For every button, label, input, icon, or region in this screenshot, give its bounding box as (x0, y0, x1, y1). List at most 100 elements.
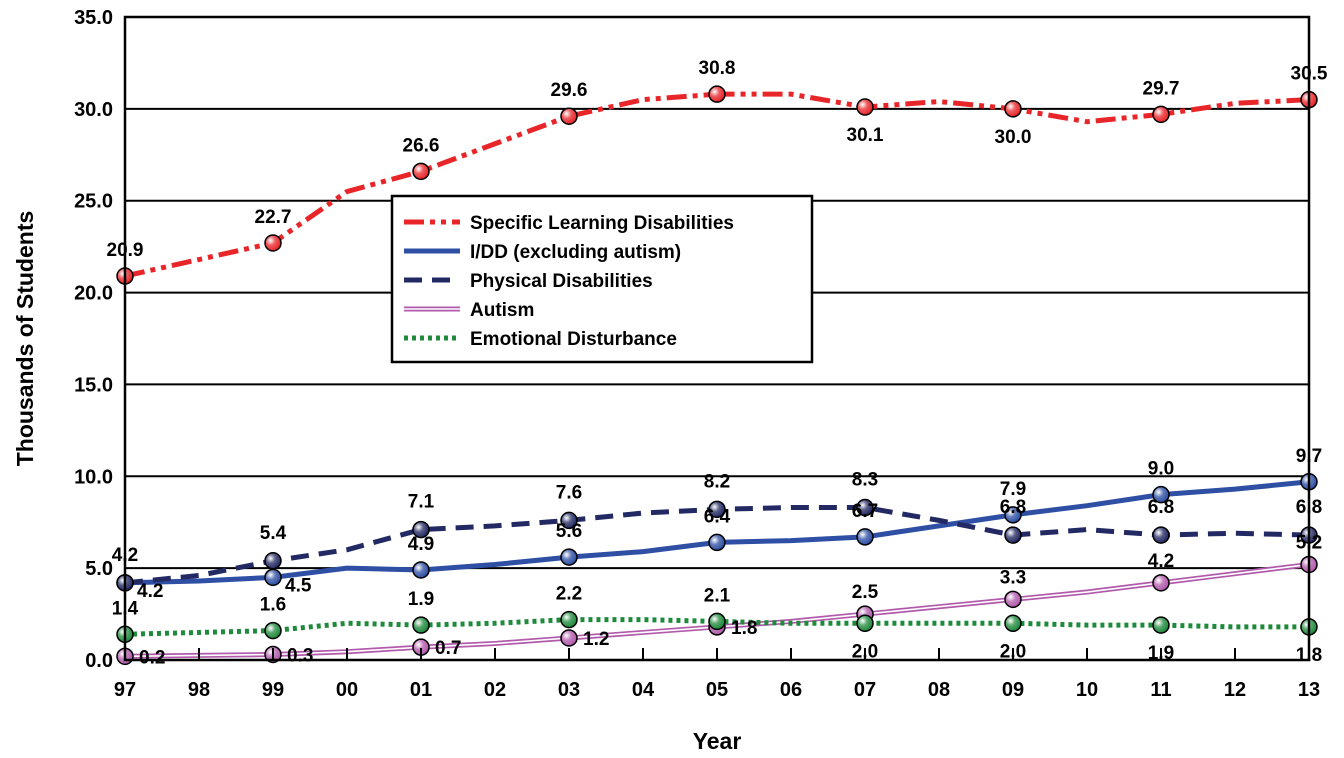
data-point (264, 234, 282, 252)
x-tick-label: 08 (928, 679, 950, 701)
x-tick-label: 97 (114, 679, 136, 701)
data-point (708, 85, 726, 103)
data-point (412, 616, 430, 634)
data-label: 1.2 (583, 629, 609, 650)
data-label: 7.9 (1000, 479, 1026, 500)
data-point (1152, 105, 1170, 124)
data-point (412, 561, 430, 579)
data-label: 8.3 (852, 470, 878, 491)
x-tick-label: 00 (336, 679, 358, 701)
data-point (1152, 616, 1170, 634)
data-label: 7.6 (556, 482, 582, 503)
data-point (412, 520, 430, 539)
data-point (708, 500, 726, 519)
data-point (264, 568, 282, 587)
data-label: 6.8 (1148, 497, 1174, 518)
data-label: 26.6 (403, 135, 440, 156)
data-label: 29.6 (551, 80, 588, 101)
data-label: 5.6 (556, 521, 582, 542)
data-point (1152, 526, 1170, 544)
data-point (856, 498, 874, 517)
data-label: 4.9 (408, 534, 434, 555)
data-label: 5.4 (260, 523, 287, 544)
data-label: 0.2 (139, 647, 165, 668)
x-tick-label: 12 (1224, 679, 1246, 701)
x-tick-label: 07 (854, 679, 876, 701)
data-label: 9.0 (1148, 459, 1174, 480)
x-tick-label: 09 (1002, 679, 1024, 701)
y-tick-label: 15.0 (74, 374, 113, 396)
x-tick-label: 98 (188, 679, 210, 701)
legend-entry: Emotional Disturbance (470, 329, 677, 350)
data-labels: 20.922.726.629.630.830.1 30.029.730.54.2 4… (107, 58, 1328, 668)
y-tick-label: 25.0 (74, 191, 113, 213)
x-tick-label: 04 (632, 679, 655, 701)
data-label: 1.8 (731, 618, 757, 639)
x-tick-label: 01 (410, 679, 432, 701)
data-label: 4.2 (137, 581, 163, 602)
y-tick-label: 35.0 (74, 7, 113, 29)
data-point (1004, 506, 1022, 524)
x-tick-label: 10 (1076, 679, 1098, 701)
data-label: 30.0 (995, 127, 1032, 148)
data-label: 2.2 (556, 584, 582, 605)
data-point (1152, 485, 1170, 504)
data-point (264, 552, 282, 570)
data-point (560, 610, 578, 629)
x-tick-label: 05 (706, 679, 728, 701)
data-point (560, 629, 578, 647)
x-tick-label: 03 (558, 679, 580, 701)
data-point (708, 612, 726, 631)
data-label: 4.5 (285, 575, 312, 596)
y-tick-label: 0.0 (85, 650, 113, 672)
y-tick-label: 20.0 (74, 283, 113, 305)
data-label: 8.2 (704, 471, 730, 492)
x-axis-ticks: 97 98 99 00 01 02 03 04 05 06 07 08 09 10 11 12 13 (114, 648, 1320, 701)
data-label: 22.7 (255, 207, 292, 228)
y-tick-label: 30.0 (74, 99, 113, 121)
legend-entry: Autism (470, 300, 534, 321)
y-axis-ticks: 0.0 5.0 10.0 15.0 20.0 25.0 30.0 35.0 (74, 7, 113, 672)
data-point (708, 533, 726, 552)
data-label: 0.7 (435, 638, 461, 659)
data-label: 2.1 (704, 585, 731, 606)
data-point (1152, 574, 1170, 592)
legend: Specific Learning Disabilities I/DD (excl… (390, 194, 814, 364)
data-label: 6.7 (852, 501, 878, 522)
data-point (856, 614, 874, 633)
legend-entry: I/DD (excluding autism) (470, 242, 681, 263)
data-label: 6.4 (704, 506, 731, 527)
y-tick-label: 10.0 (74, 466, 113, 488)
data-point (1004, 590, 1022, 609)
y-tick-label: 5.0 (85, 558, 113, 580)
data-label: 30.8 (699, 58, 736, 79)
x-tick-label: 99 (262, 679, 284, 701)
legend-entry: Physical Disabilities (470, 271, 653, 292)
data-point (560, 107, 578, 125)
data-point (1004, 526, 1022, 544)
data-point (560, 511, 578, 530)
data-point (856, 98, 874, 116)
data-point (264, 621, 282, 640)
data-point (1004, 100, 1022, 118)
legend-box (390, 194, 814, 364)
y-axis-title: Thousands of Students (12, 211, 38, 467)
x-tick-label: 06 (780, 679, 802, 701)
data-label: 6.8 (1000, 497, 1026, 518)
data-label: 1.9 (408, 589, 434, 610)
x-tick-label: 13 (1298, 679, 1320, 701)
x-tick-label: 02 (484, 679, 506, 701)
data-label: 30.1 (847, 125, 884, 146)
data-point (1004, 614, 1022, 633)
data-label: 3.3 (1000, 567, 1026, 588)
data-label: 4.2 (1148, 551, 1174, 572)
data-label: 29.7 (1143, 78, 1180, 99)
data-label: 2.5 (852, 582, 879, 603)
data-point (560, 548, 578, 566)
data-point (412, 162, 430, 181)
legend-entry: Specific Learning Disabilities (470, 213, 734, 234)
data-label: 0.3 (287, 645, 313, 666)
data-label: 1.6 (260, 595, 286, 616)
data-point (856, 528, 874, 546)
